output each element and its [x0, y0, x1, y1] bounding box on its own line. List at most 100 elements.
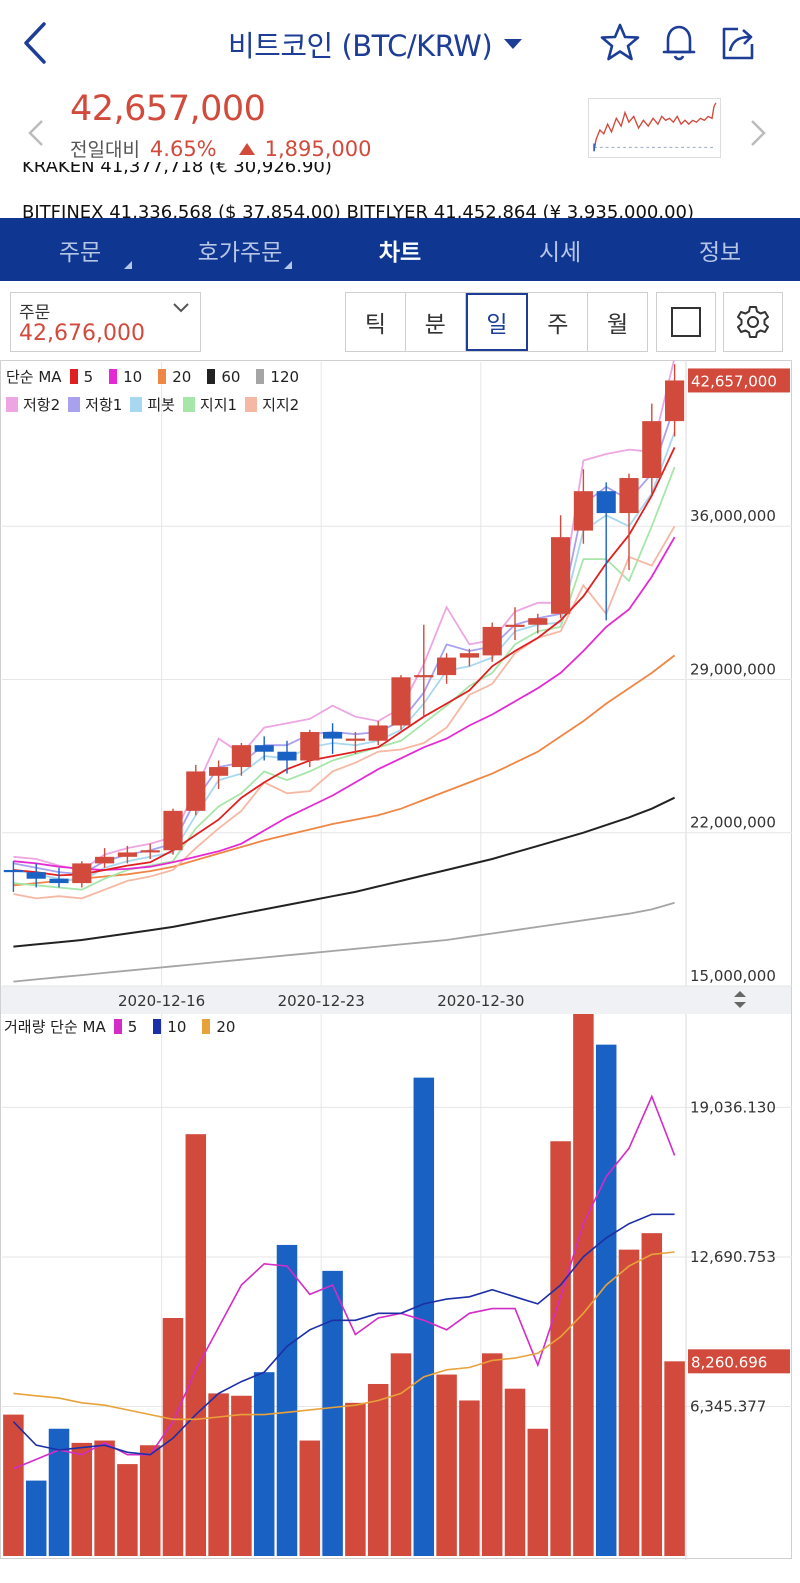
- legend-swatch: [256, 369, 265, 384]
- candle-body: [665, 380, 685, 422]
- period-month[interactable]: 월: [588, 293, 647, 351]
- legend-label: 5: [127, 1017, 138, 1036]
- ma-line-저항1: [13, 405, 676, 876]
- volume-bar: [345, 1402, 366, 1556]
- candle-body: [414, 675, 434, 678]
- volume-bar: [573, 1014, 594, 1556]
- legend-label: 20: [216, 1017, 236, 1036]
- share-icon[interactable]: [716, 20, 760, 64]
- volume-axis-label: 19,036.130: [690, 1098, 776, 1116]
- volume-bar: [185, 1134, 207, 1556]
- volume-bar: [253, 1372, 275, 1556]
- volume-bar: [25, 1480, 47, 1556]
- exchange-row-bitfinex: BITFINEX 41,336,568 ($ 37,854.00) BITFLY…: [22, 202, 695, 220]
- legend-pivot: 피봇: [130, 394, 175, 415]
- price-axis-label: 36,000,000: [690, 507, 776, 525]
- price-ma-title: 단순 MA: [6, 368, 62, 386]
- ma-line-120: [13, 901, 675, 983]
- volume-ma-legend: 거래량 단순 MA 5 10 20: [4, 1016, 243, 1037]
- fullscreen-button[interactable]: [656, 292, 716, 352]
- price-volume-chart[interactable]: 15,000,000 22,000,000 29,000,000 36,000,000…: [0, 360, 792, 1560]
- volume-ma-line-5: [13, 1094, 676, 1470]
- volume-bar: [117, 1464, 138, 1556]
- mini-sparkline[interactable]: [588, 98, 721, 158]
- volume-bar: [208, 1393, 229, 1556]
- volume-bar: [231, 1395, 252, 1556]
- back-arrow-icon[interactable]: [18, 18, 58, 68]
- candle-body: [528, 618, 548, 625]
- legend-label: 피봇: [147, 396, 175, 414]
- legend-support2: 지지2: [245, 394, 299, 415]
- volume-axis-label: 12,690.753: [690, 1248, 776, 1266]
- volume-ma-title: 거래량 단순 MA: [4, 1018, 106, 1036]
- main-tabs: 주문 호가주문 차트 시세 정보: [0, 218, 800, 281]
- tab-chart[interactable]: 차트: [320, 218, 480, 281]
- prev-coin-icon[interactable]: [24, 115, 48, 151]
- volume-bar: [527, 1428, 549, 1556]
- last-price-tag: [688, 368, 790, 393]
- corner-indicator-icon: [124, 261, 132, 269]
- volume-bar: [71, 1442, 93, 1556]
- candle-body: [551, 537, 571, 614]
- candle-body: [437, 657, 457, 676]
- current-price: 42,657,000: [70, 89, 266, 129]
- top-bar: 비트코인 (BTC/KRW): [0, 0, 800, 90]
- candle-body: [117, 852, 137, 857]
- volume-ma-line-10: [12, 1213, 675, 1456]
- legend-ma5: 5: [62, 368, 93, 386]
- legend-label: 20: [172, 367, 192, 386]
- last-volume-tag: [688, 1349, 790, 1374]
- price-ma-legend: 단순 MA 5 10 20 60 120: [6, 366, 307, 387]
- legend-swatch: [6, 397, 18, 412]
- scale-down-icon: [734, 1002, 746, 1008]
- candle-body: [300, 732, 320, 761]
- next-coin-icon[interactable]: [746, 115, 770, 151]
- ma-line-지지2: [13, 525, 676, 900]
- chevron-down-icon: [173, 303, 189, 313]
- date-axis-label: 2020-12-16: [118, 992, 205, 1010]
- star-icon[interactable]: [598, 20, 642, 64]
- change-percent: 4.65%: [149, 136, 217, 161]
- bell-icon[interactable]: [657, 20, 701, 64]
- tab-info[interactable]: 정보: [640, 218, 800, 281]
- tab-label: 정보: [698, 239, 742, 266]
- period-tick[interactable]: 틱: [346, 293, 406, 351]
- candle-body: [163, 810, 183, 851]
- tab-label: 호가주문: [197, 239, 283, 266]
- legend-swatch: [202, 1019, 211, 1034]
- volume-bar: [413, 1077, 435, 1556]
- volume-axis-label: 6,345.377: [690, 1397, 766, 1415]
- order-dropdown[interactable]: 주문 42,676,000: [10, 292, 201, 352]
- chart-panel[interactable]: 15,000,000 22,000,000 29,000,000 36,000,000…: [0, 360, 792, 1560]
- scale-up-icon: [734, 991, 746, 997]
- candle-body: [26, 872, 46, 879]
- tab-order[interactable]: 주문: [0, 218, 160, 281]
- period-minute[interactable]: 분: [405, 293, 466, 351]
- tab-label: 시세: [538, 239, 582, 266]
- legend-label: 저항1: [85, 396, 123, 414]
- legend-label: 120: [270, 367, 300, 386]
- legend-ma60: 60: [199, 368, 240, 386]
- volume-bar: [664, 1361, 685, 1556]
- tab-label: 주문: [58, 239, 102, 266]
- tab-market-price[interactable]: 시세: [480, 218, 640, 281]
- period-day[interactable]: 일: [465, 293, 529, 351]
- candle-body: [277, 751, 297, 761]
- legend-ma10: 10: [101, 368, 142, 386]
- market-selector[interactable]: 비트코인 (BTC/KRW): [228, 22, 523, 66]
- period-week[interactable]: 주: [528, 293, 589, 351]
- legend-label: 10: [123, 367, 143, 386]
- candle-body: [505, 624, 525, 627]
- square-icon: [671, 307, 701, 337]
- chart-settings-button[interactable]: [723, 292, 783, 352]
- candle-body: [231, 745, 251, 768]
- volume-bar: [504, 1388, 526, 1556]
- change-amount: 1,895,000: [264, 136, 372, 161]
- candle-body: [573, 491, 593, 531]
- volume-bar: [459, 1400, 480, 1556]
- volume-bar: [139, 1445, 161, 1556]
- candle-body: [186, 771, 206, 811]
- change-label: 전일대비: [70, 139, 140, 161]
- candle-body: [140, 850, 160, 853]
- tab-quote-order[interactable]: 호가주문: [160, 218, 320, 281]
